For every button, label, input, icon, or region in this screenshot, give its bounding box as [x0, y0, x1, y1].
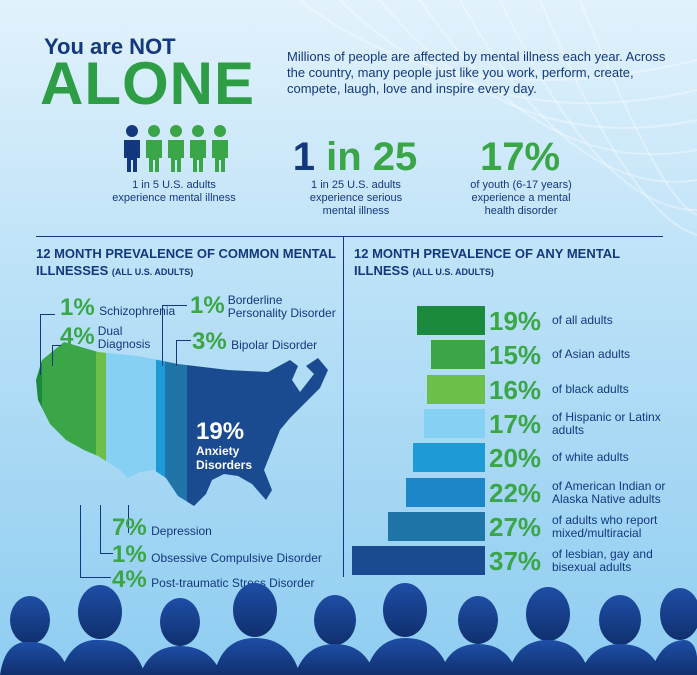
item-ocd-label: Obsessive Compulsive Disorder [151, 551, 322, 565]
item-ptsd-pct: 4% [112, 566, 147, 593]
bar-category-label: of black adults [552, 381, 629, 396]
left-section-heading: 12 MONTH PREVALENCE OF COMMON MENTAL ILL… [36, 245, 336, 281]
bar-value-label: 16% [489, 374, 542, 405]
item-dual-diagnosis-label: Dual Diagnosis [97, 324, 151, 351]
bar-category-label: of adults who report mixed/multiracial [552, 512, 658, 540]
leader-ocd [100, 505, 113, 554]
people-icons [124, 125, 228, 172]
bar-4 [413, 443, 485, 473]
leader-dual-diagnosis [52, 345, 61, 366]
horizontal-divider [36, 236, 663, 237]
stripe-borderline [156, 342, 165, 506]
left-heading-small: (ALL U.S. ADULTS) [111, 267, 194, 277]
bar-category-label: of Hispanic or Latinx adults [552, 409, 661, 437]
leader-ptsd [80, 505, 111, 578]
bar-category-label: of all adults [552, 313, 613, 327]
stat-2-value-b: in 25 [314, 135, 418, 179]
vertical-divider [343, 237, 344, 577]
item-dual-diagnosis: 4% Dual Diagnosis [60, 325, 158, 353]
item-anxiety-pct: 19% [196, 418, 245, 445]
bar-6 [387, 511, 485, 541]
bar-category-label: of white adults [552, 450, 629, 465]
item-anxiety: 19% Anxiety Disorders [196, 418, 260, 473]
bar-value-label: 37% [489, 546, 542, 577]
title-alone: ALONE [40, 50, 255, 117]
item-schizophrenia: 1% Schizophrenia [60, 296, 175, 320]
item-ptsd-label: Post-traumatic Stress Disorder [151, 576, 315, 590]
bar-value-label: 15% [489, 340, 542, 371]
item-ptsd: 4% Post-traumatic Stress Disorder [112, 568, 315, 592]
bar-5 [405, 477, 485, 507]
stat-2-value-a: 1 [292, 135, 315, 179]
bar-value-label: 20% [489, 443, 542, 474]
leader-borderline [162, 305, 187, 366]
stat-2-caption: 1 in 25 U.S. adults experience serious m… [309, 179, 403, 217]
item-borderline: 1% Borderline Personality Disorder [190, 294, 340, 322]
bar-category-label: of American Indian or Alaska Native adul… [552, 478, 666, 506]
left-heading-text: 12 MONTH PREVALENCE OF COMMON MENTAL ILL… [36, 246, 336, 278]
leader-bipolar [176, 340, 191, 366]
right-heading-text: 12 MONTH PREVALENCE OF ANY MENTAL ILLNES… [354, 246, 620, 278]
bar-0 [416, 306, 485, 335]
bar-7 [351, 546, 485, 576]
bar-category-label: of lesbian, gay and bisexual adults [552, 547, 653, 575]
item-schizophrenia-label: Schizophrenia [99, 304, 176, 318]
right-heading-small: (ALL U.S. ADULTS) [412, 267, 494, 277]
bar-3 [423, 408, 485, 438]
item-dual-diagnosis-pct: 4% [60, 323, 95, 350]
item-anxiety-label: Anxiety Disorders [196, 444, 253, 472]
title-you-are-not: You are NOT [44, 34, 176, 59]
item-bipolar-pct: 3% [192, 328, 227, 355]
bar-2 [427, 374, 485, 404]
item-depression-label: Depression [151, 524, 212, 538]
item-bipolar-label: Bipolar Disorder [231, 338, 318, 352]
item-schizophrenia-pct: 1% [60, 294, 95, 321]
bar-value-label: 22% [489, 477, 542, 508]
item-depression-pct: 7% [112, 514, 147, 541]
stat-2-value: 1 in 25 [290, 137, 420, 177]
us-map [36, 342, 328, 506]
person-icon [124, 125, 140, 172]
item-borderline-label: Borderline Personality Disorder [227, 293, 336, 320]
stripe-ocd [96, 342, 106, 506]
leader-depression [128, 505, 129, 533]
bar-value-label: 27% [489, 511, 542, 542]
bar-value-label: 17% [489, 408, 542, 439]
stat-3-value: 17% [479, 135, 561, 179]
stat-3-caption: of youth (6-17 years) experience a menta… [470, 179, 572, 217]
crowd-silhouettes [0, 583, 697, 675]
item-bipolar: 3% Bipolar Disorder [192, 330, 317, 354]
stripe-bipolar [165, 342, 187, 506]
leader-schizophrenia [40, 314, 55, 375]
item-ocd: 1% Obsessive Compulsive Disorder [112, 543, 322, 567]
right-section-heading: 12 MONTH PREVALENCE OF ANY MENTAL ILLNES… [354, 245, 654, 281]
item-ocd-pct: 1% [112, 541, 147, 568]
item-borderline-pct: 1% [190, 292, 225, 319]
bar-1 [431, 340, 485, 370]
stat-1-caption: 1 in 5 U.S. adults experience mental ill… [112, 179, 236, 204]
background-swirls [299, 0, 697, 236]
intro-text: Millions of people are affected by menta… [287, 49, 666, 96]
bar-value-label: 19% [489, 306, 542, 336]
bar-category-label: of Asian adults [552, 347, 631, 362]
item-depression: 7% Depression [112, 516, 212, 540]
